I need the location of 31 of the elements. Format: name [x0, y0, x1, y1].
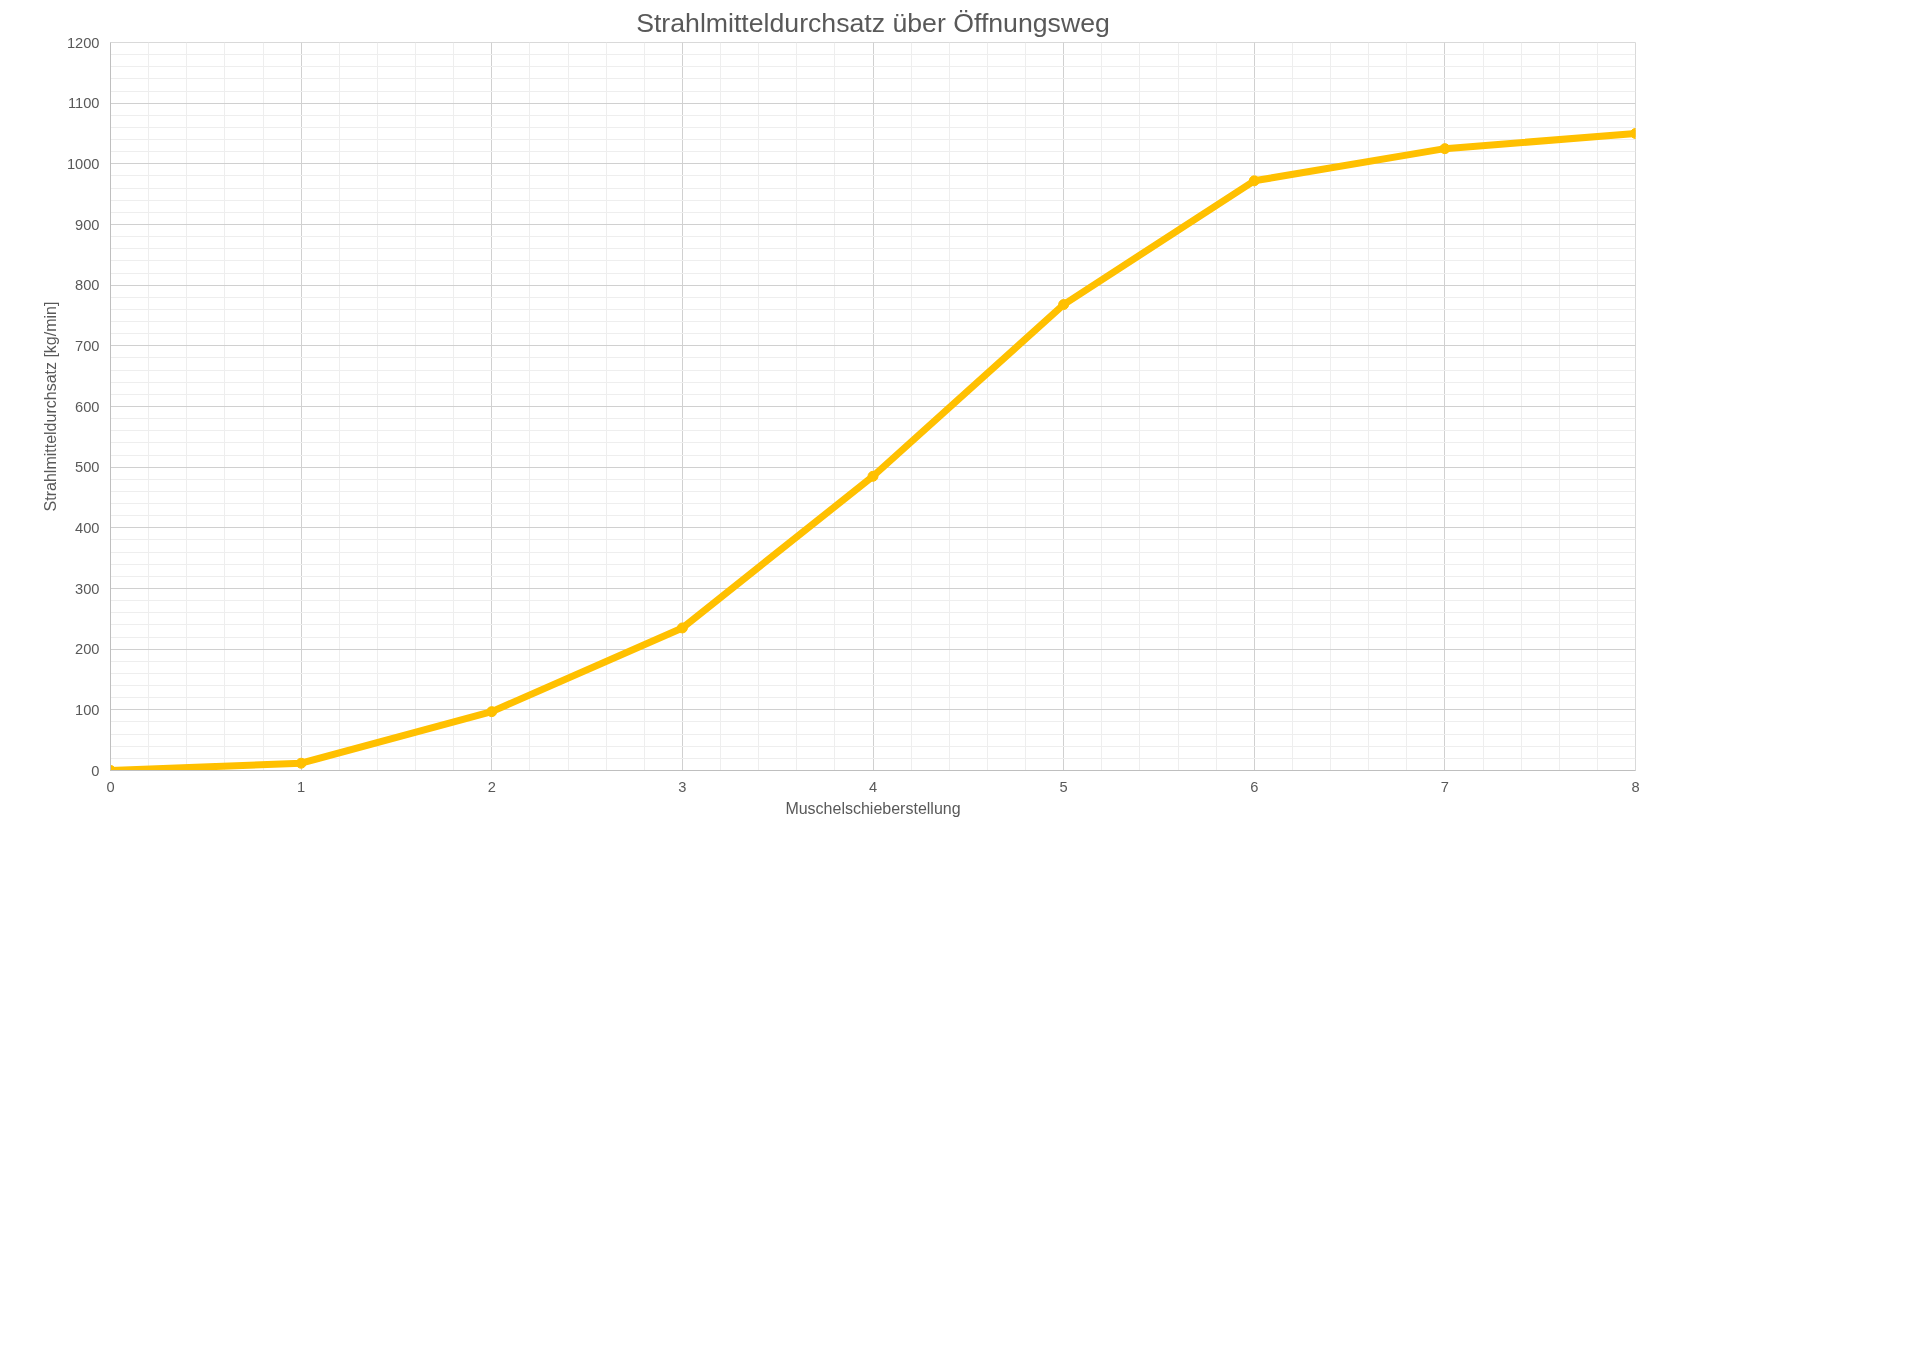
x-tick-label: 1 — [297, 778, 306, 795]
point — [676, 622, 688, 634]
x-axis-title: Muschelschieberstellung — [785, 799, 961, 817]
point — [1439, 143, 1451, 155]
x-tick-label: 7 — [1440, 778, 1449, 795]
x-tick-label: 2 — [487, 778, 496, 795]
point — [1058, 299, 1070, 311]
y-tick-label: 1000 — [66, 155, 100, 172]
x-tick-label: 3 — [678, 778, 687, 795]
x-tick-label: 8 — [1631, 778, 1640, 795]
y-tick-label: 700 — [75, 337, 100, 354]
y-tick-label: 100 — [75, 701, 100, 718]
y-tick-label: 600 — [75, 398, 100, 415]
y-tick-label: 300 — [75, 580, 100, 597]
y-axis-title: Strahlmitteldurchsatz [kg/min] — [41, 301, 59, 512]
y-tick-label: 500 — [75, 459, 100, 476]
y-tick-label: 0 — [91, 762, 100, 779]
point — [1248, 175, 1260, 187]
y-tick-label: 1100 — [67, 95, 100, 112]
x-tick-label: 6 — [1250, 778, 1259, 795]
chart-title: Strahlmitteldurchsatz über Öffnungsweg — [636, 7, 1110, 38]
y-tick-label: 1200 — [66, 34, 100, 51]
point — [486, 706, 498, 718]
y-tick-label: 800 — [75, 277, 100, 294]
x-tick-label: 5 — [1059, 778, 1068, 795]
x-tick-label: 0 — [106, 778, 115, 795]
y-tick-label: 200 — [75, 641, 100, 658]
point — [867, 470, 879, 482]
y-tick-label: 400 — [75, 519, 100, 536]
y-tick-label: 900 — [75, 216, 100, 233]
x-tick-label: 4 — [868, 778, 878, 795]
